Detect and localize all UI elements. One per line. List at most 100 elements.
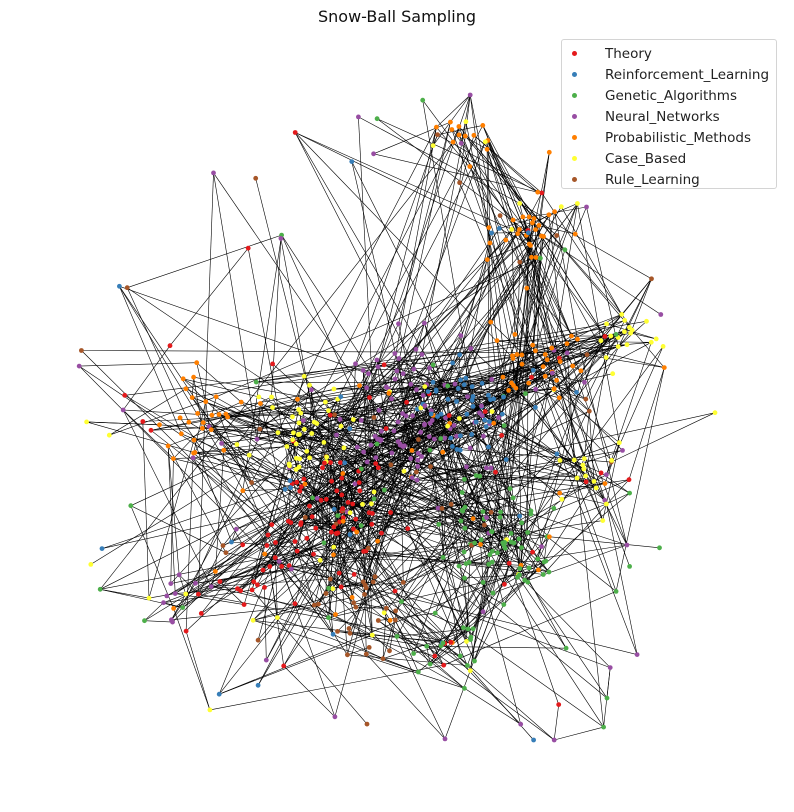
graph-node-theory [338, 460, 343, 465]
graph-edge [465, 377, 520, 517]
graph-node-case-based [106, 432, 112, 438]
graph-edge [574, 459, 604, 521]
graph-node-theory [251, 579, 257, 585]
graph-node-case-based [660, 344, 666, 349]
graph-edge [444, 561, 493, 644]
graph-edge [426, 646, 431, 665]
graph-node-neural-networks [392, 376, 398, 382]
graph-node-theory [369, 521, 375, 527]
graph-node-case-based [296, 420, 302, 426]
graph-node-probabilistic-methods [519, 361, 525, 367]
graph-node-genetic-algorithms [563, 645, 569, 651]
graph-edge [512, 219, 585, 383]
graph-node-probabilistic-methods [191, 450, 197, 456]
graph-node-neural-networks [172, 591, 178, 596]
graph-node-theory [404, 399, 409, 405]
graph-node-theory [273, 540, 278, 545]
graph-node-case-based [571, 457, 577, 463]
graph-node-genetic-algorithms [511, 540, 517, 546]
graph-edge [334, 386, 426, 717]
graph-node-genetic-algorithms [371, 496, 377, 502]
graph-edge [426, 627, 464, 647]
graph-edge [119, 286, 182, 434]
graph-edge [624, 278, 652, 332]
graph-node-case-based [604, 501, 609, 507]
graph-edge [183, 378, 259, 398]
graph-edge [441, 536, 550, 643]
graph-edge [279, 561, 336, 717]
graph-node-neural-networks [442, 736, 448, 742]
graph-node-case-based [293, 467, 299, 472]
graph-node-theory [602, 334, 608, 339]
graph-edge [365, 550, 453, 643]
graph-node-probabilistic-methods [449, 127, 455, 132]
graph-node-case-based [580, 462, 586, 468]
graph-node-neural-networks [176, 572, 182, 578]
graph-node-case-based [615, 344, 621, 349]
graph-edge [222, 438, 435, 546]
graph-node-neural-networks [364, 385, 369, 391]
graph-node-neural-networks [389, 450, 395, 456]
graph-edge [210, 571, 216, 587]
graph-node-probabilistic-methods [462, 133, 468, 139]
graph-edge [271, 238, 282, 398]
graph-node-probabilistic-methods [526, 380, 532, 386]
graph-edge [606, 492, 630, 505]
graph-edge [469, 94, 523, 355]
graph-edge [294, 499, 327, 604]
graph-edge [533, 370, 560, 399]
graph-node-neural-networks [371, 151, 376, 157]
graph-edge [353, 503, 607, 603]
graph-node-neural-networks [395, 419, 401, 425]
graph-node-genetic-algorithms [490, 548, 495, 554]
graph-node-probabilistic-methods [514, 352, 520, 357]
graph-edge [474, 422, 563, 500]
graph-edge [289, 434, 300, 466]
graph-node-neural-networks [607, 665, 613, 670]
graph-node-neural-networks [451, 423, 457, 428]
graph-edge [292, 441, 297, 470]
graph-node-theory [281, 663, 287, 669]
graph-edge [556, 453, 630, 494]
graph-node-reinforcement-learning [433, 388, 439, 394]
graph-node-theory [361, 549, 366, 554]
graph-edge [490, 203, 578, 400]
graph-node-theory [272, 555, 278, 561]
graph-edge [196, 362, 242, 403]
graph-edge [512, 219, 572, 337]
graph-node-reinforcement-learning [117, 283, 122, 289]
graph-edge [422, 395, 431, 424]
graph-edge [227, 361, 561, 418]
graph-node-theory [269, 522, 275, 527]
graph-node-genetic-algorithms [519, 520, 525, 526]
legend-item-neural-networks: Neural_Networks [572, 106, 776, 127]
graph-node-probabilistic-methods [434, 124, 439, 130]
graph-node-case-based [583, 473, 588, 479]
graph-edge [295, 141, 454, 445]
graph-edge [236, 444, 252, 483]
graph-node-probabilistic-methods [484, 146, 490, 152]
graph-edge [528, 216, 532, 258]
graph-edge [290, 125, 484, 488]
graph-node-genetic-algorithms [430, 362, 436, 368]
graph-node-genetic-algorithms [604, 695, 610, 701]
graph-node-reinforcement-learning [574, 389, 579, 395]
graph-node-genetic-algorithms [468, 634, 474, 640]
graph-node-reinforcement-learning [487, 419, 492, 424]
graph-edge [525, 373, 613, 394]
graph-node-reinforcement-learning [331, 506, 337, 512]
graph-edge [521, 278, 652, 548]
graph-node-theory [262, 585, 267, 590]
graph-node-probabilistic-methods [386, 390, 392, 396]
graph-node-reinforcement-learning [464, 411, 470, 417]
graph-node-neural-networks [379, 428, 384, 434]
graph-node-neural-networks [254, 436, 260, 442]
graph-node-rule-learning [554, 233, 560, 238]
graph-node-genetic-algorithms [486, 561, 492, 567]
graph-node-neural-networks [263, 657, 269, 663]
graph-node-neural-networks [477, 410, 482, 416]
graph-edge [584, 458, 604, 521]
graph-node-neural-networks [300, 418, 306, 423]
graph-node-neural-networks [452, 381, 458, 387]
graph-edge [148, 440, 195, 599]
